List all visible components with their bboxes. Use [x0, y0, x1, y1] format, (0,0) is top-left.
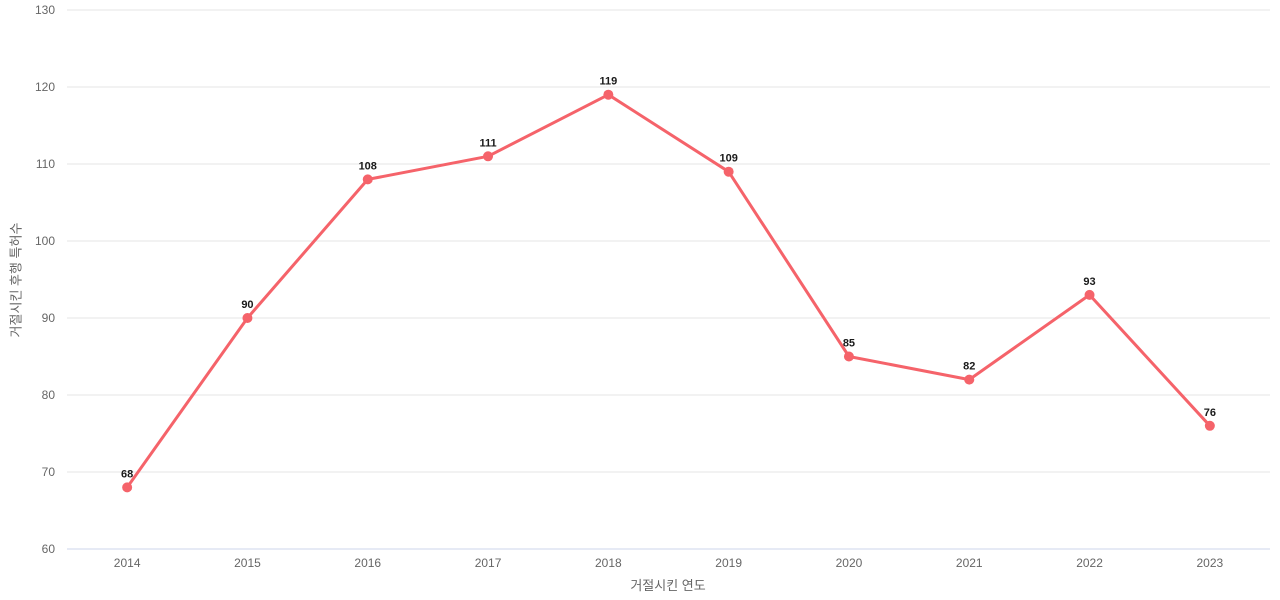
x-tick-label: 2019	[715, 556, 742, 570]
data-point-marker[interactable]	[242, 313, 253, 323]
x-tick-label: 2015	[234, 556, 261, 570]
x-tick-label: 2014	[114, 556, 141, 570]
y-tick-label: 100	[35, 234, 55, 248]
x-tick-label: 2017	[475, 556, 502, 570]
y-axis-title: 거절시킨 후행 특허수	[8, 222, 24, 338]
data-point-label: 85	[843, 338, 855, 350]
x-tick-label: 2020	[836, 556, 863, 570]
data-point-marker[interactable]	[122, 482, 133, 493]
data-point-marker[interactable]	[723, 166, 734, 177]
y-tick-label: 120	[35, 80, 55, 94]
y-tick-label: 90	[42, 311, 56, 325]
data-point-marker[interactable]	[964, 374, 975, 385]
data-point-label: 108	[359, 160, 377, 172]
data-point-marker[interactable]	[483, 151, 494, 162]
x-tick-label: 2022	[1076, 556, 1103, 570]
y-tick-label: 110	[36, 157, 55, 171]
data-point-marker[interactable]	[843, 351, 854, 362]
data-point-marker[interactable]	[1084, 289, 1095, 300]
data-point-label: 111	[479, 137, 496, 149]
x-tick-label: 2023	[1196, 556, 1223, 570]
data-point-label: 109	[719, 153, 737, 165]
data-point-marker[interactable]	[603, 89, 614, 100]
data-point-label: 93	[1083, 276, 1095, 288]
y-tick-label: 80	[42, 388, 56, 402]
y-tick-label: 130	[35, 3, 55, 17]
y-tick-label: 60	[42, 542, 56, 556]
x-tick-label: 2016	[354, 556, 381, 570]
data-point-label: 68	[121, 468, 133, 480]
data-point-label: 82	[963, 361, 975, 373]
x-axis-title: 거절시킨 연도	[630, 578, 706, 593]
data-point-label: 119	[599, 76, 617, 88]
y-tick-label: 70	[42, 465, 56, 479]
series-line	[125, 93, 1212, 489]
x-tick-label: 2018	[595, 556, 622, 570]
data-point-label: 90	[241, 299, 253, 311]
x-tick-label: 2021	[956, 556, 983, 570]
data-point-marker[interactable]	[1204, 420, 1215, 431]
data-point-marker[interactable]	[362, 174, 373, 185]
data-point-label: 76	[1204, 407, 1216, 419]
